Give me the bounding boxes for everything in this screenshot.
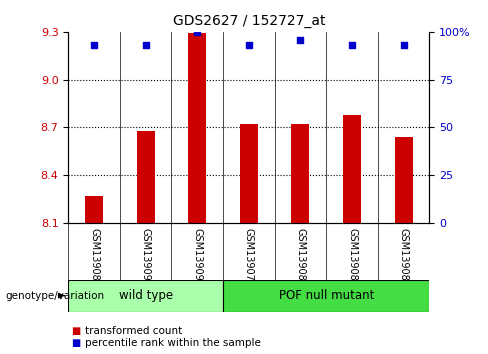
Text: ■: ■ xyxy=(71,338,80,348)
Bar xyxy=(240,124,258,223)
Text: ■: ■ xyxy=(71,326,80,336)
Point xyxy=(245,42,253,48)
Text: genotype/variation: genotype/variation xyxy=(5,291,104,301)
Bar xyxy=(188,34,206,223)
Bar xyxy=(291,124,309,223)
Text: GSM139086: GSM139086 xyxy=(399,228,408,286)
Bar xyxy=(395,137,413,223)
Text: GSM139082: GSM139082 xyxy=(347,228,357,286)
Bar xyxy=(343,115,361,223)
Point xyxy=(348,42,356,48)
Text: GSM139080: GSM139080 xyxy=(295,228,305,286)
Bar xyxy=(137,131,155,223)
Point xyxy=(193,29,201,35)
Point xyxy=(400,42,407,48)
Text: percentile rank within the sample: percentile rank within the sample xyxy=(85,338,261,348)
Point xyxy=(142,42,150,48)
Point xyxy=(297,37,305,42)
Text: GSM139089: GSM139089 xyxy=(89,228,99,286)
Text: GSM139092: GSM139092 xyxy=(141,228,151,286)
Text: GSM139094: GSM139094 xyxy=(192,228,203,286)
Title: GDS2627 / 152727_at: GDS2627 / 152727_at xyxy=(173,14,325,28)
Bar xyxy=(85,196,103,223)
Text: wild type: wild type xyxy=(119,289,173,302)
Text: GSM139078: GSM139078 xyxy=(244,228,254,286)
Text: transformed count: transformed count xyxy=(85,326,183,336)
Bar xyxy=(68,280,223,312)
Bar xyxy=(223,280,429,312)
Text: POF null mutant: POF null mutant xyxy=(279,289,374,302)
Point xyxy=(90,42,98,48)
